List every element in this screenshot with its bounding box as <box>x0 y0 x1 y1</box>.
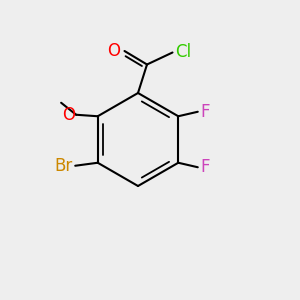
Text: Cl: Cl <box>176 44 192 62</box>
Text: F: F <box>200 158 210 176</box>
Text: O: O <box>107 42 120 60</box>
Text: F: F <box>200 103 210 121</box>
Text: O: O <box>61 106 75 124</box>
Text: Br: Br <box>55 157 73 175</box>
